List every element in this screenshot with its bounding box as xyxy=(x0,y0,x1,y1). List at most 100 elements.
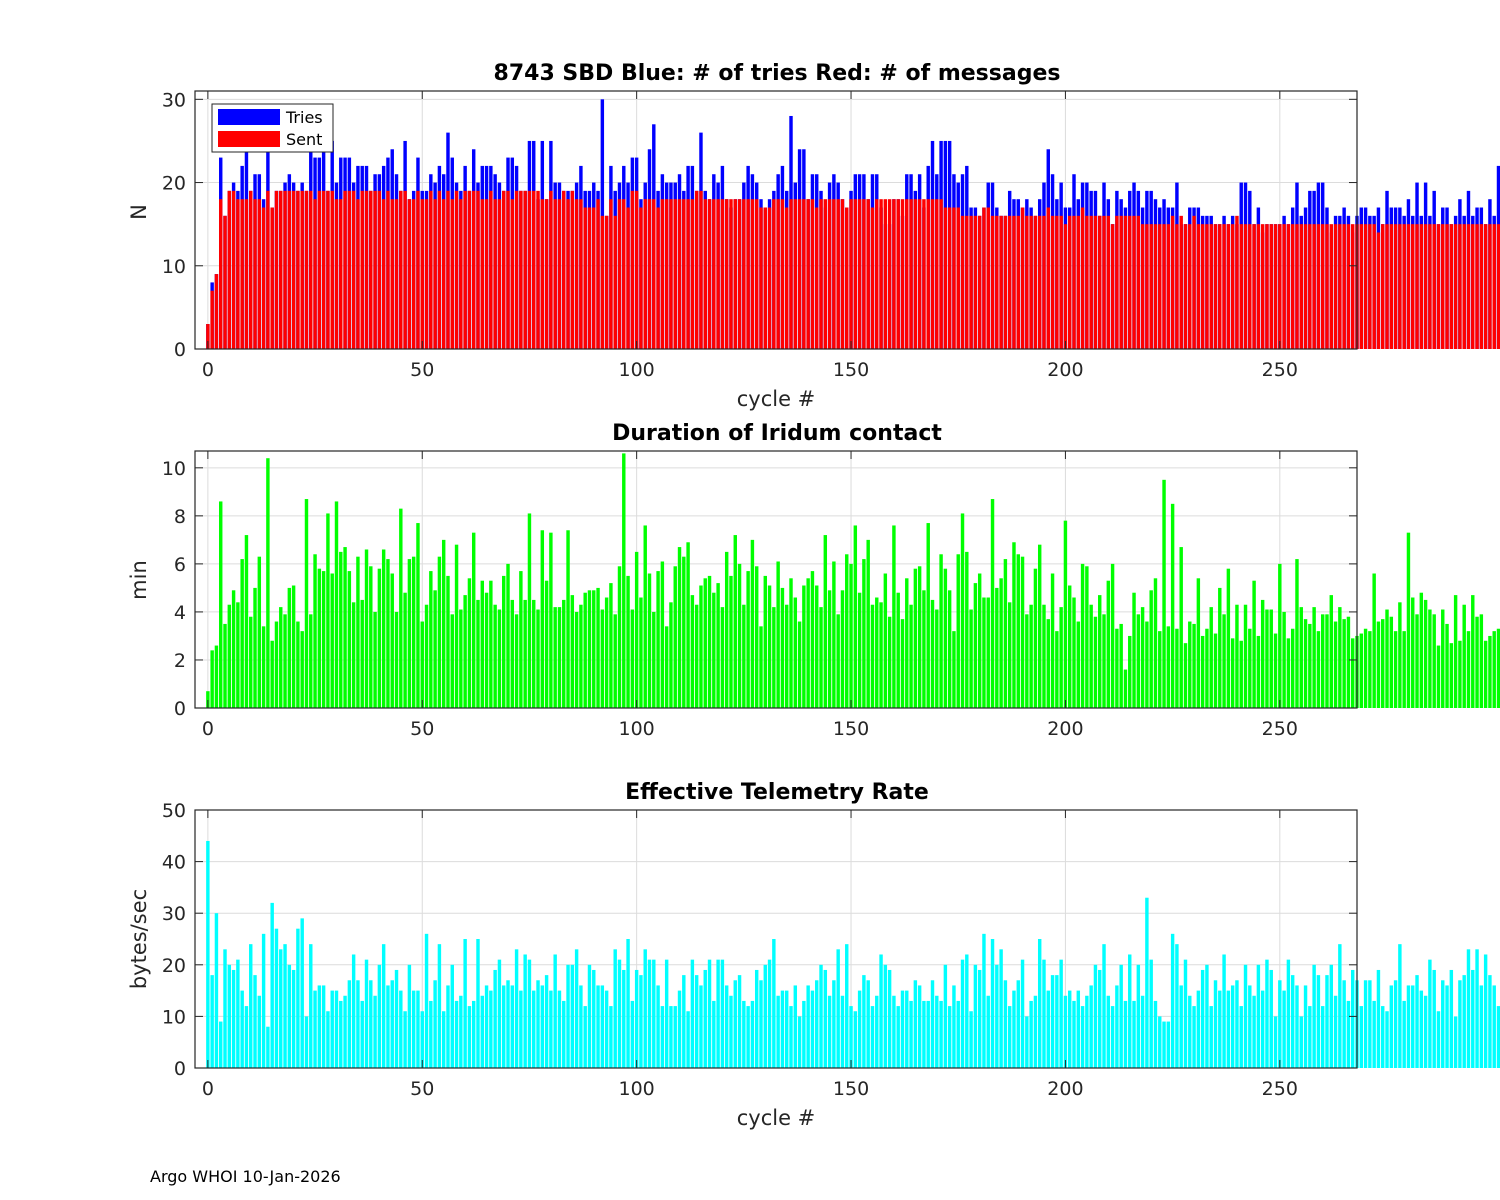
rate-bar xyxy=(746,1006,750,1068)
duration-bar xyxy=(304,499,309,708)
duration-bar xyxy=(223,623,227,708)
sent-bar xyxy=(1016,215,1020,349)
sent-bar xyxy=(995,215,999,349)
rate-bar xyxy=(1183,959,1188,1068)
duration-bar xyxy=(673,566,677,708)
sent-bar xyxy=(870,207,875,349)
duration-bar xyxy=(845,554,849,708)
rate-bar xyxy=(1029,1000,1033,1068)
duration-bar xyxy=(1055,631,1059,708)
rate-bar xyxy=(1381,1006,1385,1068)
sent-bar xyxy=(459,199,463,349)
panel1-title: 8743 SBD Blue: # of tries Red: # of mess… xyxy=(494,61,1061,86)
sent-bar xyxy=(351,190,356,349)
sent-bar xyxy=(1320,224,1325,349)
rate-bar xyxy=(1158,1016,1162,1068)
rate-bar xyxy=(240,990,244,1068)
rate-bar xyxy=(484,985,489,1068)
duration-bar xyxy=(699,585,703,708)
duration-bar xyxy=(506,563,510,708)
rate-bar xyxy=(1243,964,1248,1068)
sent-bar xyxy=(1265,224,1269,349)
sent-bar xyxy=(1132,215,1136,349)
rate-bar xyxy=(943,964,948,1068)
duration-bar xyxy=(1428,609,1432,708)
rate-bar xyxy=(1085,995,1089,1068)
sent-bar xyxy=(253,199,257,349)
rate-bar xyxy=(403,1011,407,1068)
rate-bar xyxy=(664,959,669,1068)
duration-bar xyxy=(1282,611,1286,708)
x-tick-label: 0 xyxy=(202,1078,214,1100)
sent-bar xyxy=(1183,224,1188,349)
rate-bar xyxy=(922,1000,926,1068)
sent-bar xyxy=(592,207,596,349)
sent-bar xyxy=(1466,224,1471,349)
sent-bar xyxy=(283,190,287,349)
rate-bar xyxy=(1423,995,1428,1068)
duration-bar xyxy=(1475,616,1479,708)
sent-bar xyxy=(1068,215,1072,349)
duration-bar xyxy=(1248,628,1252,708)
duration-bar xyxy=(1381,619,1385,708)
rate-bar xyxy=(1282,990,1286,1068)
rate-bar xyxy=(866,980,870,1068)
rate-bar xyxy=(1076,990,1081,1068)
rate-bar xyxy=(1346,1000,1351,1068)
duration-bar xyxy=(1042,604,1046,708)
duration-bar xyxy=(639,597,643,708)
sent-bar xyxy=(617,199,622,349)
sent-bar xyxy=(1076,215,1081,349)
sent-bar xyxy=(399,190,403,349)
rate-bar xyxy=(1007,1006,1012,1068)
rate-bar xyxy=(304,1016,309,1068)
duration-bar xyxy=(532,599,536,708)
y-tick-label: 30 xyxy=(162,89,186,111)
sent-bar xyxy=(1278,224,1282,349)
duration-bar xyxy=(1183,643,1188,708)
rate-bar xyxy=(810,990,815,1068)
sent-bar xyxy=(1080,207,1085,349)
rate-bar xyxy=(532,990,536,1068)
duration-bar xyxy=(249,616,253,708)
duration-bar xyxy=(1483,640,1488,708)
duration-bar xyxy=(900,619,905,708)
rate-bar xyxy=(643,949,647,1068)
sent-bar xyxy=(1136,215,1141,349)
rate-bar xyxy=(1368,980,1372,1068)
sent-bar xyxy=(965,215,969,349)
y-tick-label: 0 xyxy=(174,698,186,720)
duration-bar xyxy=(1265,609,1269,708)
sent-bar xyxy=(471,190,476,349)
duration-bar xyxy=(1411,597,1415,708)
sent-bar xyxy=(390,199,394,349)
duration-bar xyxy=(1346,616,1351,708)
sent-bar xyxy=(763,207,767,349)
y-tick-label: 10 xyxy=(162,256,186,278)
rate-bar xyxy=(381,944,386,1068)
sent-bar xyxy=(1351,224,1355,349)
sent-bar xyxy=(729,199,733,349)
sent-bar xyxy=(1179,215,1183,349)
duration-bar xyxy=(266,458,270,708)
duration-bar xyxy=(977,573,982,708)
duration-bar xyxy=(720,607,725,708)
sent-bar xyxy=(939,199,943,349)
duration-bar xyxy=(707,575,712,708)
duration-bar xyxy=(1080,563,1085,708)
duration-bar xyxy=(990,499,995,708)
duration-bar xyxy=(905,578,909,708)
rate-bar xyxy=(1162,1021,1166,1068)
duration-bar xyxy=(724,551,729,708)
duration-bar xyxy=(407,559,412,708)
rate-bar xyxy=(1098,969,1102,1068)
duration-bar xyxy=(1453,595,1458,708)
x-tick-label: 0 xyxy=(202,718,214,740)
duration-bar xyxy=(1162,479,1166,708)
sent-bar xyxy=(1282,224,1286,349)
rate-bar xyxy=(819,964,823,1068)
rate-bar xyxy=(832,980,836,1068)
rate-bar xyxy=(1179,985,1183,1068)
rate-bar xyxy=(1479,985,1484,1068)
panel1-ylabel: N xyxy=(127,204,151,220)
